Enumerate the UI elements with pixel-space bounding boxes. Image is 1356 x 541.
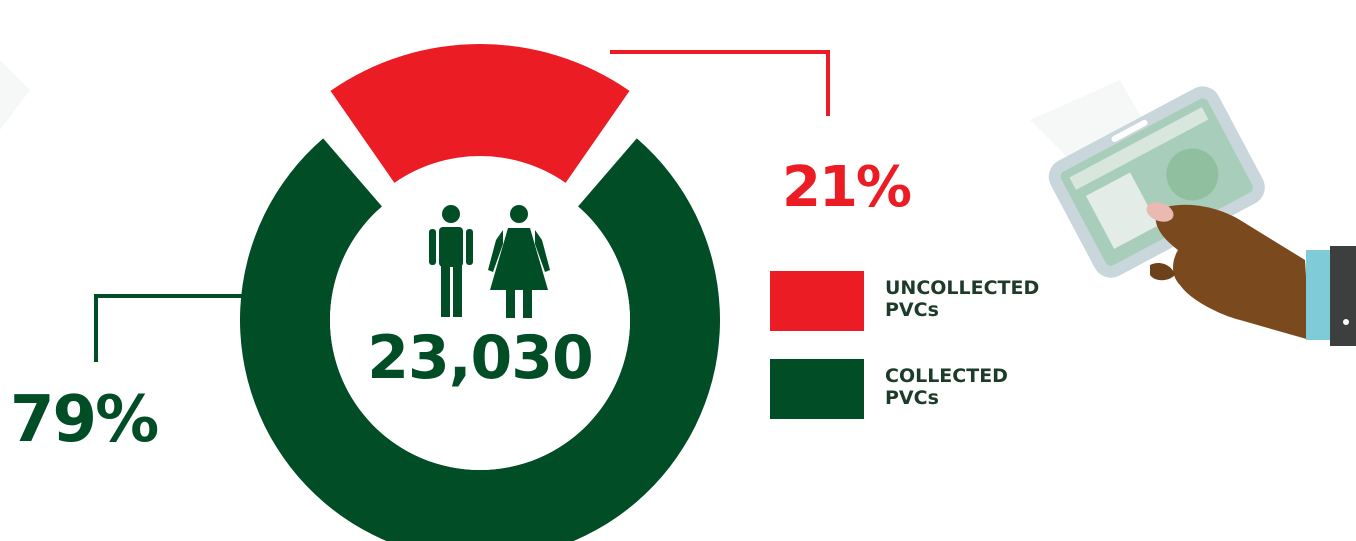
legend-item-collected: COLLECTED PVCs [770,359,1100,421]
slices-group [240,44,720,541]
collected-percentage-label: 79% [10,383,159,457]
donut-slice-uncollected [330,44,630,183]
hand-holding-card-illustration [1048,86,1356,346]
total-count: 23,030 [367,323,594,393]
uncollected-callout-line [610,50,830,116]
uncollected-percentage-label: 21% [782,155,912,220]
legend-swatch-collected [770,359,864,419]
legend-swatch-uncollected [770,271,864,331]
collected-callout-line [94,294,246,362]
donut-slice-collected [240,138,720,541]
man-and-woman-icon [429,205,550,318]
legend-item-uncollected: UNCOLLECTED PVCs [770,271,1100,333]
legend-label-collected: COLLECTED PVCs [885,365,1008,409]
callouts-group [94,50,830,362]
legend-label-uncollected: UNCOLLECTED PVCs [885,277,1040,321]
donut-hole [330,170,630,470]
